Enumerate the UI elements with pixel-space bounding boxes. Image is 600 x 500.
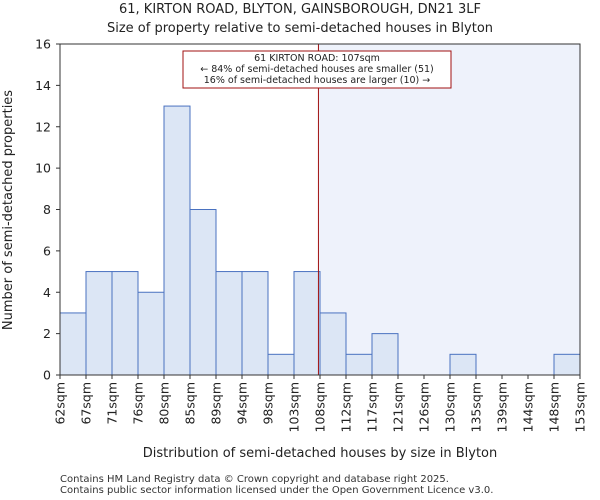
x-tick-label-85sqm: 85sqm bbox=[183, 382, 198, 425]
x-tick-label-98sqm: 98sqm bbox=[261, 382, 276, 425]
x-tick-label-139sqm: 139sqm bbox=[495, 382, 510, 432]
x-tick-label-80sqm: 80sqm bbox=[157, 382, 172, 425]
y-tick-label-4: 4 bbox=[43, 285, 51, 300]
x-tick-label-148sqm: 148sqm bbox=[547, 382, 562, 432]
bar-80sqm bbox=[163, 105, 191, 376]
bar-71sqm bbox=[111, 271, 139, 376]
y-tick-label-2: 2 bbox=[43, 326, 51, 341]
footer-line-1: Contains HM Land Registry data © Crown c… bbox=[60, 474, 449, 485]
bar-108sqm bbox=[319, 312, 347, 376]
y-tick-label-14: 14 bbox=[35, 78, 51, 93]
x-tick-label-62sqm: 62sqm bbox=[53, 382, 68, 425]
annotation-line-3: 16% of semi-detached houses are larger (… bbox=[204, 75, 431, 86]
bar-62sqm bbox=[59, 312, 87, 376]
x-tick-label-126sqm: 126sqm bbox=[417, 382, 432, 432]
x-tick-label-94sqm: 94sqm bbox=[235, 382, 250, 425]
bar-148sqm bbox=[553, 353, 581, 376]
x-tick-label-121sqm: 121sqm bbox=[391, 382, 406, 432]
y-axis: 0 2 4 6 8 10 12 14 16 bbox=[35, 37, 60, 383]
y-tick-label-10: 10 bbox=[35, 161, 51, 176]
x-tick-label-67sqm: 67sqm bbox=[79, 382, 94, 425]
x-tick-label-144sqm: 144sqm bbox=[521, 382, 536, 432]
annotation-line-1: 61 KIRTON ROAD: 107sqm bbox=[254, 53, 380, 64]
y-tick-label-12: 12 bbox=[35, 119, 51, 134]
bar-89sqm bbox=[215, 271, 243, 376]
y-tick-label-8: 8 bbox=[43, 202, 51, 217]
x-axis: 62sqm 67sqm 71sqm 76sqm 80sqm 85sqm 89sqm 94sqm… bbox=[53, 375, 588, 432]
x-tick-label-103sqm: 103sqm bbox=[287, 382, 302, 432]
x-tick-label-130sqm: 130sqm bbox=[443, 382, 458, 432]
x-tick-label-112sqm: 112sqm bbox=[339, 382, 354, 432]
y-tick-label-0: 0 bbox=[43, 368, 51, 383]
annotation-line-2: ← 84% of semi-detached houses are smalle… bbox=[200, 64, 434, 75]
bar-67sqm bbox=[85, 271, 113, 376]
bar-98sqm bbox=[267, 353, 295, 376]
x-tick-label-117sqm: 117sqm bbox=[365, 382, 380, 432]
bar-94sqm bbox=[241, 271, 269, 376]
x-tick-label-153sqm: 153sqm bbox=[573, 382, 588, 432]
y-tick-label-6: 6 bbox=[43, 243, 51, 258]
x-tick-label-71sqm: 71sqm bbox=[105, 382, 120, 425]
bar-112sqm bbox=[345, 353, 373, 376]
y-axis-label: Number of semi-detached properties bbox=[1, 90, 16, 330]
bars-group bbox=[59, 105, 581, 376]
bar-103sqm bbox=[293, 271, 321, 376]
x-tick-label-89sqm: 89sqm bbox=[209, 382, 224, 425]
y-tick-label-16: 16 bbox=[35, 37, 51, 52]
x-tick-label-76sqm: 76sqm bbox=[131, 382, 146, 425]
x-axis-label: Distribution of semi-detached houses by … bbox=[143, 446, 497, 461]
footer-line-2: Contains public sector information licen… bbox=[60, 485, 493, 496]
x-tick-label-108sqm: 108sqm bbox=[313, 382, 328, 432]
annotation-box: 61 KIRTON ROAD: 107sqm ← 84% of semi-det… bbox=[182, 50, 452, 89]
bar-76sqm bbox=[137, 291, 165, 376]
annotation-frame bbox=[182, 50, 452, 89]
x-tick-label-135sqm: 135sqm bbox=[469, 382, 484, 432]
highlight-region bbox=[318, 44, 580, 375]
chart-subtitle: Size of property relative to semi-detach… bbox=[107, 21, 493, 36]
bar-117sqm bbox=[371, 333, 399, 376]
chart-title: 61, KIRTON ROAD, BLYTON, GAINSBOROUGH, D… bbox=[119, 2, 481, 17]
bar-85sqm bbox=[189, 209, 217, 376]
bar-130sqm bbox=[449, 353, 477, 376]
